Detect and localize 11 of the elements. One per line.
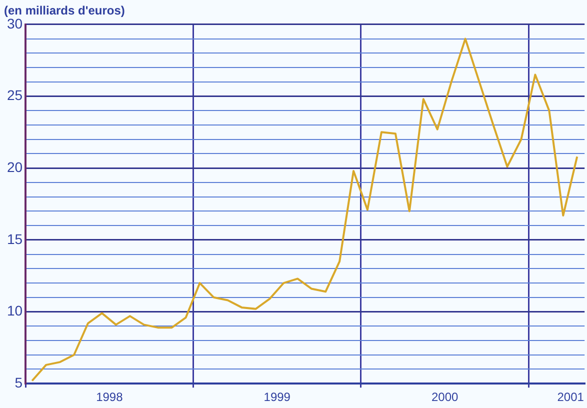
y-tick-label: 10 bbox=[6, 302, 23, 319]
x-tick-label: 1999 bbox=[264, 390, 291, 404]
x-tick-label: 2000 bbox=[431, 390, 458, 404]
y-tick-label: 5 bbox=[14, 374, 23, 390]
x-tick-label: 2001 bbox=[557, 390, 584, 404]
y-tick-label: 20 bbox=[6, 158, 23, 175]
y-tick-label: 30 bbox=[6, 15, 23, 32]
chart-title: (en milliards d'euros) bbox=[4, 4, 125, 18]
x-tick-label: 1998 bbox=[96, 390, 124, 404]
y-tick-label: 25 bbox=[6, 87, 23, 104]
y-tick-label: 15 bbox=[6, 230, 23, 247]
